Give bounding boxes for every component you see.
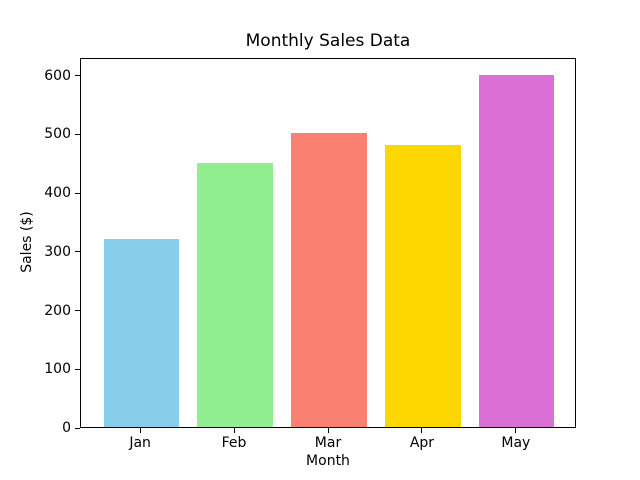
y-tick-label: 500 bbox=[44, 126, 71, 143]
y-tick-label: 100 bbox=[44, 361, 71, 378]
plot-area bbox=[80, 58, 576, 428]
x-tick-label-may: May bbox=[501, 435, 531, 451]
y-tick-mark bbox=[75, 368, 80, 370]
y-tick-mark bbox=[75, 310, 80, 312]
x-tick-mark bbox=[515, 428, 517, 433]
chart-title: Monthly Sales Data bbox=[245, 31, 411, 51]
x-axis-label: Month bbox=[306, 453, 350, 469]
bar-feb bbox=[197, 162, 273, 427]
x-tick-label-feb: Feb bbox=[221, 435, 247, 451]
bar-apr bbox=[385, 145, 461, 427]
y-tick-mark bbox=[75, 427, 80, 429]
bar-jan bbox=[103, 239, 179, 427]
y-tick-label: 400 bbox=[44, 185, 71, 202]
y-tick-label: 200 bbox=[44, 302, 71, 319]
y-tick-mark bbox=[75, 75, 80, 77]
y-tick-mark bbox=[75, 192, 80, 194]
y-tick-mark bbox=[75, 251, 80, 253]
y-tick-label: 300 bbox=[44, 243, 71, 260]
x-tick-mark bbox=[327, 428, 329, 433]
y-tick-label: 0 bbox=[62, 420, 71, 436]
bar-mar bbox=[291, 133, 367, 427]
x-tick-mark bbox=[233, 428, 235, 433]
y-tick-mark bbox=[75, 133, 80, 135]
x-tick-mark bbox=[139, 428, 141, 433]
x-tick-label-apr: Apr bbox=[409, 435, 435, 451]
x-tick-mark bbox=[421, 428, 423, 433]
bar-may bbox=[479, 74, 555, 427]
y-tick-label: 600 bbox=[44, 67, 71, 84]
x-tick-label-jan: Jan bbox=[129, 435, 151, 451]
x-tick-label-mar: Mar bbox=[314, 435, 342, 451]
